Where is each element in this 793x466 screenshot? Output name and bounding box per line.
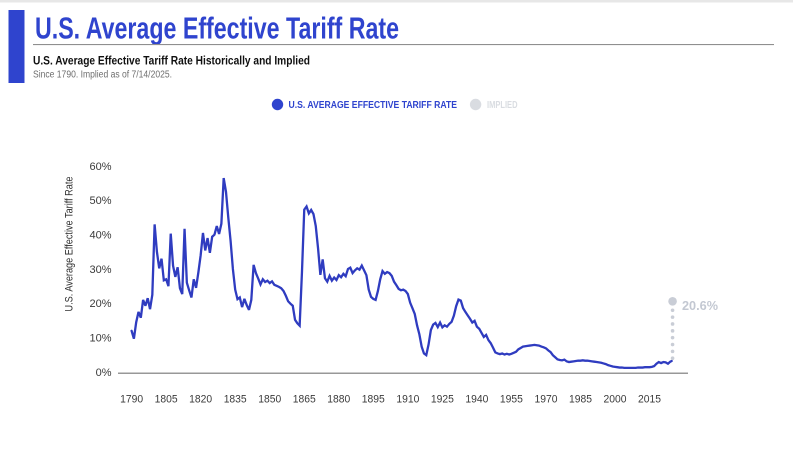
y-tick-label: 40% bbox=[89, 230, 111, 242]
x-tick-label: 1880 bbox=[327, 393, 350, 405]
implied-value-label: 20.6% bbox=[682, 299, 718, 313]
x-tick-label: 1910 bbox=[396, 393, 419, 405]
x-tick-label: 1805 bbox=[155, 393, 178, 405]
implied-dot-icon bbox=[670, 329, 675, 333]
implied-dotted-line bbox=[668, 296, 677, 361]
x-tick-label: 1835 bbox=[224, 393, 247, 405]
chart-legend: U.S. AVERAGE EFFECTIVE TARIFF RATE IMPLI… bbox=[271, 98, 518, 111]
implied-top-dot-icon bbox=[668, 296, 677, 306]
implied-dot-icon bbox=[670, 349, 675, 354]
x-axis-tick-labels: 1790 1805 1820 1835 1850 1865 1880 1895 1910 1925… bbox=[120, 393, 661, 405]
legend-tariff-label: U.S. AVERAGE EFFECTIVE TARIFF RATE bbox=[289, 100, 458, 111]
top-strip bbox=[0, 0, 793, 3]
y-axis-tick-labels: 0% 10% 20% 30% 40% 50% 60% bbox=[89, 161, 111, 379]
title-accent-bar bbox=[8, 10, 25, 83]
legend-implied-dot-icon bbox=[469, 98, 482, 111]
legend-item-tariff-rate[interactable]: U.S. AVERAGE EFFECTIVE TARIFF RATE bbox=[271, 98, 458, 111]
page-title: U.S. Average Effective Tariff Rate bbox=[35, 11, 399, 46]
x-tick-label: 2000 bbox=[604, 393, 627, 405]
implied-dot-icon bbox=[670, 322, 675, 326]
x-tick-label: 1865 bbox=[293, 393, 316, 405]
implied-dot-icon bbox=[670, 308, 675, 313]
implied-dot-icon bbox=[670, 356, 675, 361]
x-tick-label: 1925 bbox=[431, 393, 454, 405]
legend-tariff-dot-icon bbox=[271, 98, 284, 111]
x-tick-label: 2015 bbox=[638, 393, 661, 405]
title-divider bbox=[33, 44, 774, 46]
y-tick-label: 0% bbox=[96, 367, 112, 379]
x-tick-label: 1850 bbox=[258, 393, 281, 405]
y-tick-label: 10% bbox=[89, 333, 111, 345]
x-tick-label: 1790 bbox=[120, 393, 143, 405]
y-tick-label: 60% bbox=[89, 161, 111, 173]
tariff-rate-line bbox=[130, 177, 673, 370]
x-tick-label: 1985 bbox=[569, 393, 592, 405]
x-tick-label: 1820 bbox=[189, 393, 212, 405]
y-tick-label: 50% bbox=[89, 195, 111, 207]
y-tick-label: 20% bbox=[89, 298, 111, 310]
implied-dot-icon bbox=[670, 342, 675, 347]
x-tick-label: 1955 bbox=[500, 393, 523, 405]
chart-note: Since 1790. Implied as of 7/14/2025. bbox=[33, 70, 172, 81]
implied-dot-icon bbox=[670, 335, 675, 340]
x-tick-label: 1970 bbox=[534, 393, 557, 405]
x-tick-label: 1895 bbox=[362, 393, 385, 405]
legend-item-implied[interactable]: IMPLIED bbox=[469, 98, 518, 111]
y-axis-title: U.S. Average Effective Tariff Rate bbox=[64, 177, 76, 312]
chart-subtitle: U.S. Average Effective Tariff Rate Histo… bbox=[33, 54, 310, 68]
x-tick-label: 1940 bbox=[465, 393, 488, 405]
implied-dot-icon bbox=[670, 315, 675, 319]
y-tick-label: 30% bbox=[89, 264, 111, 276]
legend-implied-label: IMPLIED bbox=[487, 100, 518, 111]
